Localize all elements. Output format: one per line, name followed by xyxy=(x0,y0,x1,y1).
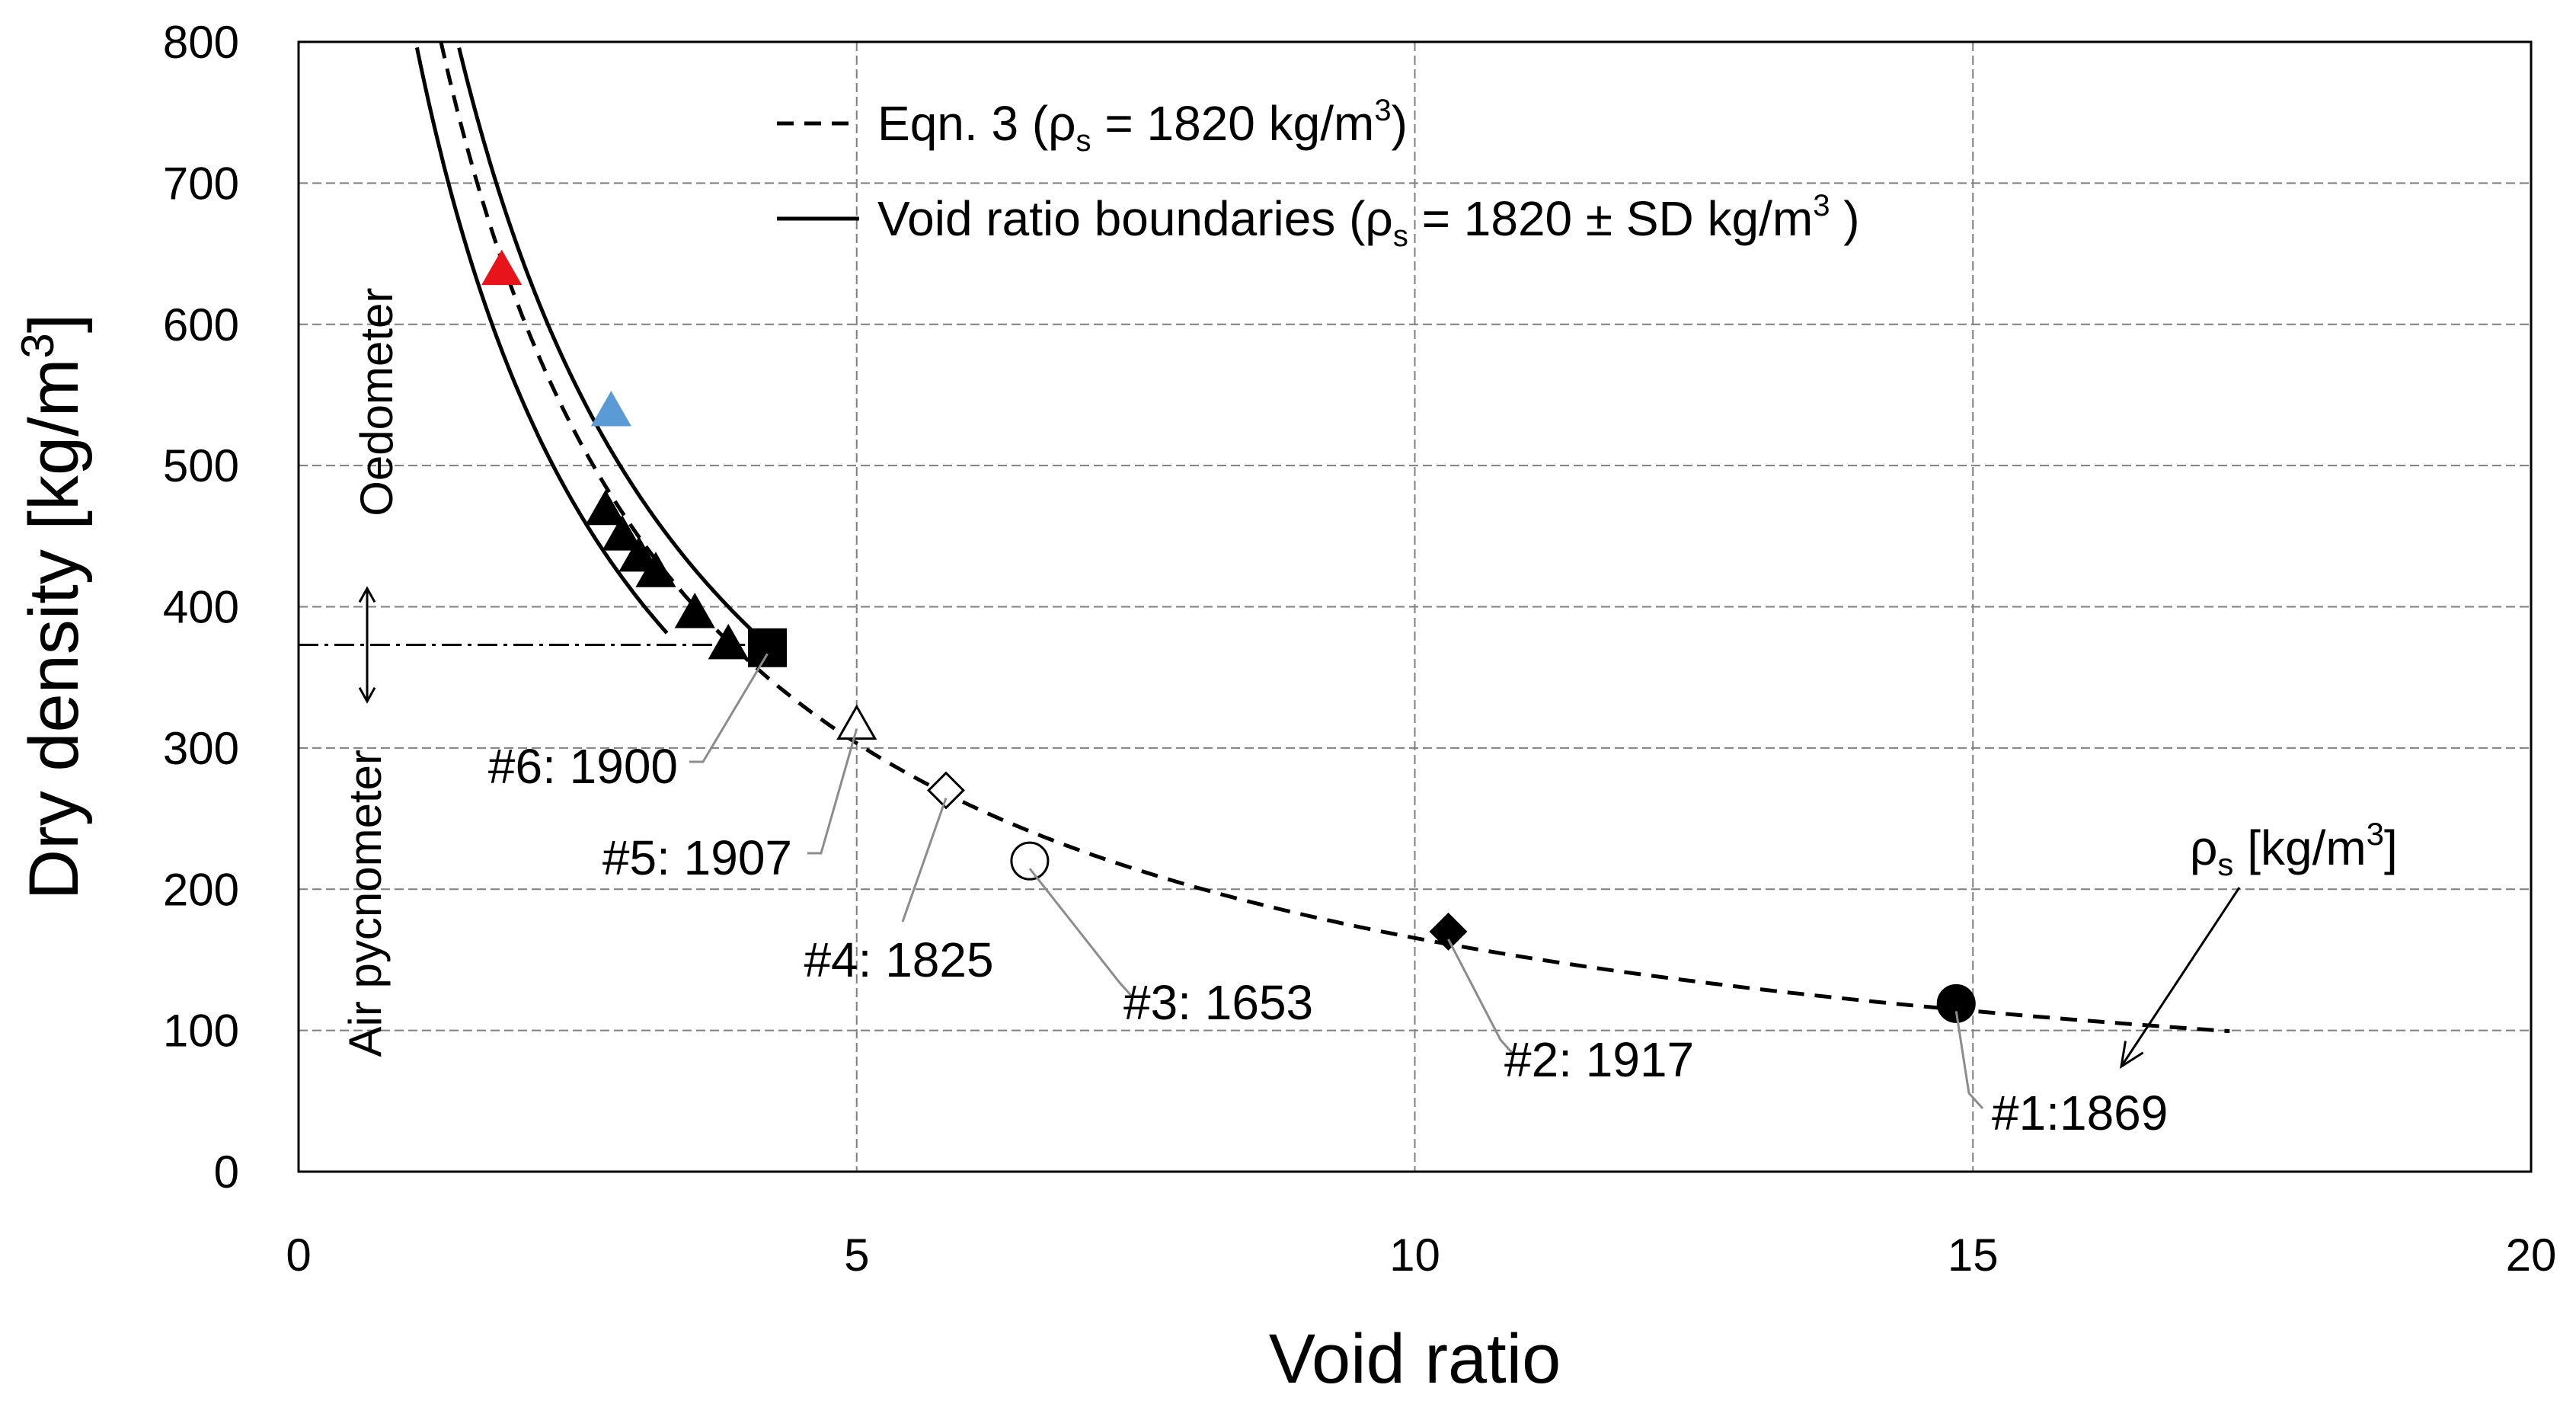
legend-entry-boundaries: Void ratio boundaries (ρs = 1820 ± SD kg… xyxy=(877,189,1860,253)
legend-bound-rest: = 1820 ± SD kg/m xyxy=(1408,191,1813,246)
lower-boundary-curve xyxy=(414,46,669,635)
y-axis-title-end: ] xyxy=(15,314,93,334)
markers xyxy=(481,249,1976,1023)
leader-line xyxy=(1954,1011,1984,1110)
curve-label-rest: [kg/m xyxy=(2233,820,2366,875)
legend-bound-sub: s xyxy=(1393,219,1408,253)
method-split-arrowhead-up xyxy=(358,586,376,603)
y-tick-label: 800 xyxy=(163,17,239,68)
legend-bound-main: Void ratio boundaries (ρ xyxy=(877,191,1393,246)
sample-label: #1:1869 xyxy=(1992,1086,2168,1140)
legend-bound-end: ) xyxy=(1830,191,1859,246)
curve-label-arrowhead xyxy=(2119,1041,2144,1070)
oedometer-blue-point xyxy=(590,390,631,427)
samples-point xyxy=(748,628,788,667)
upper-boundary-curve xyxy=(457,47,765,643)
oedometer-black-point xyxy=(708,623,749,660)
y-tick-label: 200 xyxy=(163,864,239,915)
x-tick-label: 0 xyxy=(286,1230,311,1281)
x-tick-label: 5 xyxy=(844,1230,869,1281)
oedometer-black-point xyxy=(585,489,626,526)
leader-line xyxy=(689,653,769,763)
y-tick-label: 100 xyxy=(163,1006,239,1057)
guides xyxy=(299,586,746,704)
oedometer-black-point xyxy=(674,593,715,628)
grid xyxy=(299,42,2531,1172)
legend-eqn3-sub: s xyxy=(1076,124,1091,158)
sample-label: #6: 1900 xyxy=(488,739,678,794)
region-label-oedometer: Oedometer xyxy=(351,288,402,517)
oedometer-black-point xyxy=(635,552,676,587)
leader-line xyxy=(1447,939,1516,1057)
curve-label: ρs [kg/m3] xyxy=(2190,816,2398,882)
leader-line xyxy=(901,797,948,923)
y-tick-label: 300 xyxy=(163,723,239,774)
legend-eqn3-end: ) xyxy=(1392,96,1408,151)
samples-point xyxy=(1429,912,1468,951)
curve-label-arrow xyxy=(2120,887,2241,1067)
sample-label: #4: 1825 xyxy=(804,932,993,987)
legend-bound-sup: 3 xyxy=(1813,189,1830,222)
y-axis-title-main: Dry density [kg/m xyxy=(15,359,93,900)
curve-label-sub: s xyxy=(2217,846,2233,882)
sample-label: #5: 1907 xyxy=(602,830,792,885)
samples-point xyxy=(836,704,877,740)
x-tick-label: 20 xyxy=(2506,1230,2557,1281)
legend-eqn3-sup: 3 xyxy=(1374,94,1391,127)
leader-line xyxy=(807,728,858,855)
x-tick-label: 10 xyxy=(1389,1230,1440,1281)
x-tick-label: 15 xyxy=(1948,1230,1999,1281)
region-label-air-pycnometer: Air pycnometer xyxy=(340,750,391,1057)
x-axis-title: Void ratio xyxy=(1269,1320,1561,1398)
samples-point xyxy=(1936,983,1976,1023)
curve-label-rho: ρ xyxy=(2190,820,2217,875)
oedometer-red-point xyxy=(481,249,523,286)
y-axis-title: Dry density [kg/m3] xyxy=(12,314,93,900)
legend: Eqn. 3 (ρs = 1820 kg/m3)Void ratio bound… xyxy=(777,94,1860,253)
y-tick-label: 700 xyxy=(163,158,239,209)
oedometer-black-point xyxy=(618,536,660,572)
samples-point xyxy=(927,771,965,810)
y-axis-title-sup: 3 xyxy=(12,333,63,358)
samples-point xyxy=(1010,841,1050,881)
plot-frame xyxy=(297,40,2533,1173)
y-tick-label: 0 xyxy=(214,1147,239,1198)
y-tick-label: 400 xyxy=(163,582,239,633)
axes: 0 100 200 300 400 500 600 700 800 0 5 10 15 20 Void ra… xyxy=(12,17,2556,1398)
sample-label: #3: 1653 xyxy=(1123,975,1313,1030)
legend-entry-eqn3: Eqn. 3 (ρs = 1820 kg/m3) xyxy=(877,94,1408,158)
legend-eqn3-rest: = 1820 kg/m xyxy=(1091,96,1375,151)
sample-label: #2: 1917 xyxy=(1504,1032,1694,1087)
oedometer-black-point xyxy=(602,515,643,551)
legend-eqn3-main: Eqn. 3 (ρ xyxy=(877,96,1076,151)
y-tick-label: 500 xyxy=(163,440,239,491)
leader-line xyxy=(1028,868,1135,999)
curve-label-sup: 3 xyxy=(2367,816,2384,852)
curve-label-end: ] xyxy=(2384,820,2398,875)
y-tick-label: 600 xyxy=(163,299,239,350)
method-split-arrowhead-down xyxy=(358,686,376,704)
